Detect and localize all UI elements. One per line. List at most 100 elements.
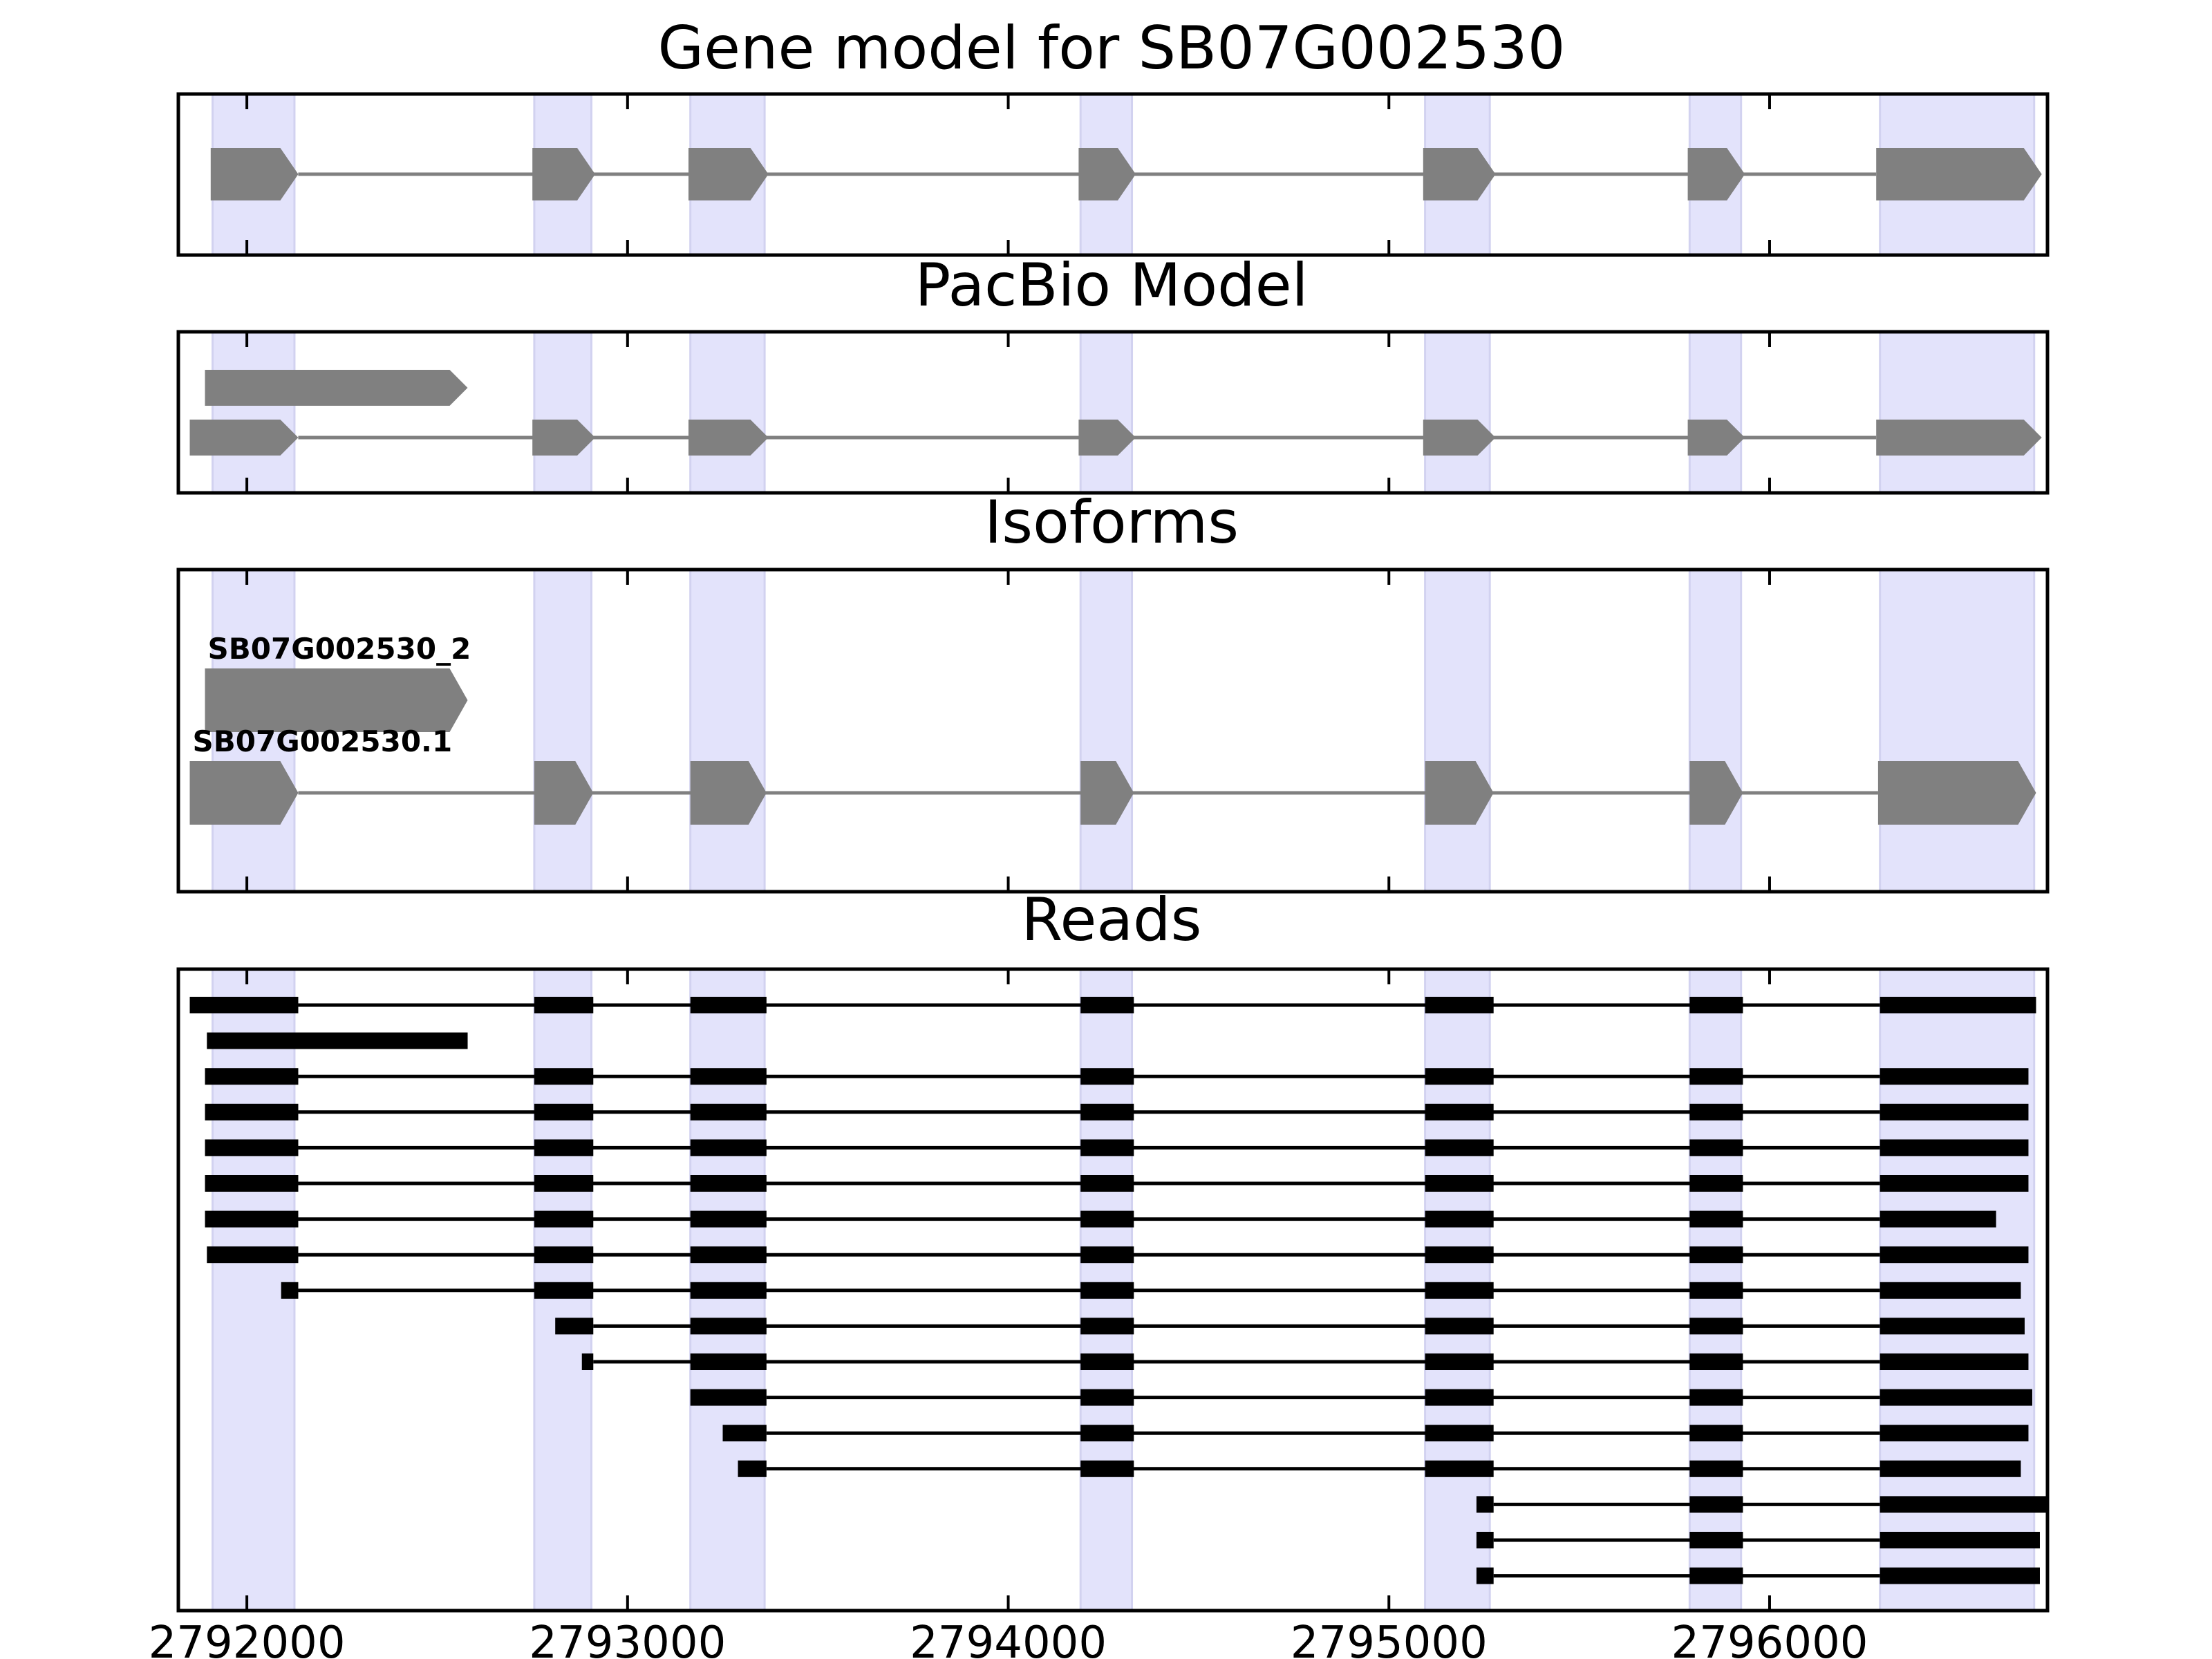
read-exon-block (1689, 997, 1743, 1013)
exon-arrow (1425, 761, 1494, 825)
read-exon-block (1476, 1567, 1494, 1584)
exon-arrow (189, 420, 299, 456)
read-exon-block (1689, 1175, 1743, 1192)
exon-arrow (532, 420, 595, 456)
x-axis-tick-labels: 2792000 2793000 2794000 2795000 2796000 (149, 1618, 1868, 1659)
read-exon-block (690, 1389, 767, 1406)
read-exon-block (534, 1175, 594, 1192)
read-exon-block (1689, 1139, 1743, 1156)
exon-arrow (690, 761, 767, 825)
read-exon-block (1880, 1318, 2025, 1335)
read-exon-block (205, 1068, 299, 1085)
exon-arrow (1078, 420, 1136, 456)
read-exon-block (1425, 1282, 1494, 1299)
read-exon-block (534, 1139, 594, 1156)
exon-arrow (1078, 148, 1136, 200)
highlight-band (1688, 332, 1743, 493)
read-exon-block (690, 1103, 767, 1121)
read-exon-block (1080, 1425, 1134, 1442)
highlight-band (533, 570, 593, 892)
read-exon-block (205, 1210, 299, 1228)
read-exon-block (205, 1103, 299, 1121)
read-exon-block (1880, 1460, 2021, 1477)
reads-panel (176, 967, 2050, 1613)
exon-arrow (534, 761, 594, 825)
read-exon-block (1080, 1210, 1134, 1228)
read-exon-block (189, 997, 299, 1013)
read-exon-block (1880, 1389, 2032, 1406)
read-exon-block (1080, 1068, 1134, 1085)
exon-arrow (205, 668, 468, 732)
read-exon-block (207, 1032, 468, 1049)
read-exon-block (534, 1103, 594, 1121)
panel-plot-area (189, 570, 2036, 892)
axes-frame (176, 967, 2050, 1613)
read-exon-block (1476, 1532, 1494, 1548)
read-exon-block (1425, 997, 1494, 1013)
read-exon-block (1080, 1282, 1134, 1299)
read-exon-block (207, 1246, 299, 1264)
gene-model-panel (176, 92, 2050, 257)
read-exon-block (1689, 1567, 1743, 1584)
read-exon-block (1689, 1282, 1743, 1299)
read-exon-block (690, 1139, 767, 1156)
read-exon-block (1425, 1246, 1494, 1264)
read-exon-block (690, 1353, 767, 1370)
panel-plot-area (210, 94, 2042, 255)
exon-arrow (532, 148, 595, 200)
read-exon-block (1689, 1246, 1743, 1264)
highlight-band (689, 570, 766, 892)
read-exon-block (690, 1318, 767, 1335)
highlight-band (1424, 570, 1491, 892)
read-exon-block (1689, 1496, 1743, 1513)
read-exon-block (1880, 1068, 2029, 1085)
exon-arrow (1423, 148, 1496, 200)
highlight-band (533, 332, 593, 493)
read-exon-block (581, 1353, 594, 1370)
read-exon-block (738, 1460, 767, 1477)
read-exon-block (1425, 1103, 1494, 1121)
read-exon-block (690, 997, 767, 1013)
read-exon-block (690, 1175, 767, 1192)
read-exon-block (690, 1210, 767, 1228)
read-exon-block (1425, 1389, 1494, 1406)
read-exon-block (1689, 1210, 1743, 1228)
x-tick-label: 2792000 (149, 1618, 346, 1659)
read-exon-block (1880, 997, 2036, 1013)
read-exon-block (690, 1068, 767, 1085)
read-exon-block (1080, 1139, 1134, 1156)
read-exon-block (1880, 1496, 2047, 1513)
read-exon-block (1880, 1425, 2029, 1442)
read-exon-block (1080, 1353, 1134, 1370)
read-exon-block (1880, 1567, 2040, 1584)
isoform-label: SB07G002530.1 (193, 724, 453, 758)
panel-plot-area (189, 332, 2042, 493)
exon-arrow (1876, 420, 2042, 456)
panel-title-gene-model: Gene model for SB07G002530 (658, 14, 1566, 83)
read-exon-block (1080, 1103, 1134, 1121)
read-exon-block (1880, 1139, 2029, 1156)
highlight-band (1879, 332, 2036, 493)
read-exon-block (722, 1425, 767, 1442)
read-exon-block (1689, 1353, 1743, 1370)
read-exon-block (1689, 1460, 1743, 1477)
panel-title-reads: Reads (1022, 885, 1202, 955)
highlight-band (1688, 570, 1743, 892)
read-exon-block (534, 1068, 594, 1085)
read-exon-block (1080, 1389, 1134, 1406)
read-exon-block (1080, 1175, 1134, 1192)
read-exon-block (205, 1139, 299, 1156)
read-exon-block (690, 1246, 767, 1264)
read-exon-block (1476, 1496, 1494, 1513)
highlight-band (212, 332, 296, 493)
read-exon-block (1689, 1103, 1743, 1121)
exon-arrow (205, 370, 468, 406)
axes-frame (176, 330, 2050, 495)
read-exon-block (1689, 1532, 1743, 1548)
read-exon-block (690, 1282, 767, 1299)
read-exon-block (1689, 1318, 1743, 1335)
read-exon-block (534, 1282, 594, 1299)
read-exon-block (1880, 1210, 1996, 1228)
exon-arrow (1689, 761, 1743, 825)
